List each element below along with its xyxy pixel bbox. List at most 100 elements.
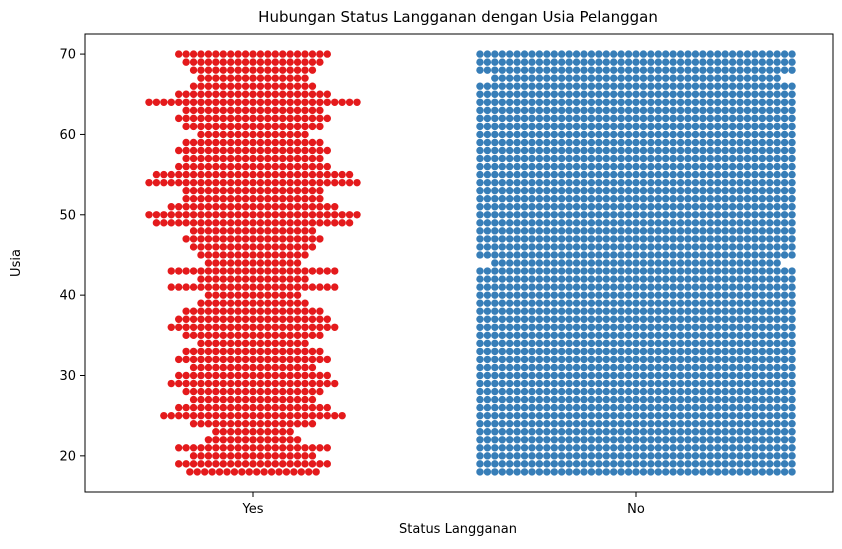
data-point-no-52-37 — [751, 195, 759, 203]
data-point-no-30-7 — [528, 371, 536, 380]
data-point-yes-38-13 — [279, 307, 287, 315]
data-point-no-63-39 — [766, 106, 774, 115]
data-point-no-51-33 — [721, 203, 729, 211]
data-point-yes-62-19 — [316, 114, 324, 123]
data-point-no-42-31 — [706, 275, 714, 283]
data-point-yes-48-3 — [212, 227, 220, 235]
data-point-yes-31-2 — [204, 363, 213, 372]
data-point-no-47-16 — [595, 235, 603, 243]
data-point-yes-27-13 — [286, 395, 294, 404]
data-point-yes-70-12 — [264, 50, 272, 58]
data-point-yes-65-16 — [293, 90, 302, 98]
data-point-no-57-25 — [662, 154, 670, 163]
data-point-no-33-40 — [773, 347, 781, 356]
data-point-no-59-27 — [676, 138, 685, 147]
data-point-no-55-40 — [773, 170, 781, 179]
data-point-no-48-1 — [483, 227, 492, 235]
data-point-no-64-37 — [751, 98, 759, 107]
data-point-yes-40-6 — [249, 291, 257, 299]
data-point-no-30-32 — [714, 371, 722, 380]
data-point-no-44-7 — [543, 259, 551, 267]
data-point-no-53-0 — [476, 186, 484, 195]
data-point-no-23-29 — [691, 428, 700, 436]
data-point-no-68-37 — [751, 66, 759, 74]
data-point-no-19-19 — [617, 460, 625, 468]
data-point-no-68-5 — [513, 66, 521, 74]
data-point-no-44-27 — [691, 259, 700, 267]
data-point-yes-65-15 — [286, 90, 294, 98]
data-point-no-21-8 — [535, 444, 544, 452]
data-point-no-63-1 — [483, 106, 492, 115]
data-point-no-23-30 — [699, 428, 707, 436]
data-point-yes-21-14 — [279, 444, 287, 452]
data-point-no-41-29 — [691, 283, 700, 291]
data-point-no-31-23 — [647, 363, 655, 372]
data-point-no-27-12 — [565, 395, 573, 404]
data-point-no-48-4 — [505, 227, 514, 235]
data-point-no-62-5 — [513, 114, 521, 123]
data-point-no-31-31 — [706, 363, 714, 372]
data-point-no-24-9 — [543, 420, 551, 428]
data-point-no-59-6 — [520, 138, 529, 147]
data-point-no-38-32 — [714, 307, 722, 315]
data-point-no-19-30 — [699, 460, 707, 468]
data-point-no-58-30 — [699, 146, 707, 155]
data-point-no-53-33 — [721, 186, 729, 195]
data-point-yes-64-15 — [256, 98, 265, 107]
data-point-no-23-21 — [632, 428, 640, 436]
data-point-no-48-28 — [684, 227, 692, 235]
data-point-no-31-40 — [773, 363, 781, 372]
data-point-no-46-9 — [543, 243, 551, 251]
data-point-no-21-23 — [647, 444, 655, 452]
data-point-yes-54-7 — [197, 178, 205, 187]
data-point-no-18-31 — [706, 468, 714, 476]
data-point-no-54-29 — [691, 178, 700, 187]
data-point-no-45-42 — [788, 251, 796, 259]
data-point-no-53-41 — [780, 186, 789, 195]
data-point-no-66-34 — [728, 82, 737, 90]
data-point-no-67-25 — [676, 74, 685, 82]
data-point-no-43-27 — [676, 267, 685, 275]
data-point-yes-48-4 — [219, 227, 227, 235]
data-point-no-54-33 — [721, 178, 729, 187]
data-point-no-22-7 — [528, 436, 536, 444]
data-point-no-26-11 — [558, 403, 566, 412]
data-point-no-21-30 — [699, 444, 707, 452]
data-point-no-57-32 — [714, 154, 722, 163]
data-point-no-57-19 — [617, 154, 625, 163]
data-point-no-55-12 — [565, 170, 573, 179]
data-point-yes-42-12 — [286, 275, 294, 283]
data-point-yes-69-16 — [301, 58, 309, 66]
data-point-no-43-41 — [780, 267, 789, 275]
data-point-yes-24-4 — [219, 420, 227, 428]
data-point-no-24-42 — [788, 420, 796, 428]
data-point-no-22-17 — [602, 436, 610, 444]
data-point-no-51-14 — [580, 203, 588, 211]
data-point-no-53-27 — [676, 186, 685, 195]
data-point-no-19-17 — [602, 460, 610, 468]
data-point-no-56-25 — [662, 162, 670, 171]
data-point-yes-47-9 — [249, 235, 257, 243]
data-point-no-55-32 — [714, 170, 722, 179]
data-point-yes-42-10 — [271, 275, 279, 283]
data-point-yes-21-0 — [175, 444, 183, 452]
data-point-no-46-24 — [654, 243, 662, 251]
data-point-no-38-29 — [691, 307, 700, 315]
data-point-no-49-7 — [528, 219, 536, 227]
data-point-no-59-42 — [788, 138, 796, 147]
data-point-yes-58-18 — [308, 146, 317, 155]
data-point-no-49-2 — [491, 219, 499, 227]
data-point-no-28-12 — [565, 387, 573, 396]
data-point-yes-20-10 — [264, 452, 272, 460]
data-point-yes-51-6 — [212, 203, 220, 211]
data-point-no-62-11 — [558, 114, 566, 123]
data-point-no-64-39 — [766, 98, 774, 107]
data-point-no-50-3 — [498, 211, 506, 219]
data-point-yes-27-4 — [219, 395, 227, 404]
data-point-no-19-13 — [572, 460, 581, 468]
data-point-no-35-20 — [624, 331, 633, 340]
data-point-no-46-7 — [528, 243, 536, 251]
data-point-yes-29-5 — [204, 379, 213, 388]
data-point-no-57-2 — [491, 154, 499, 163]
